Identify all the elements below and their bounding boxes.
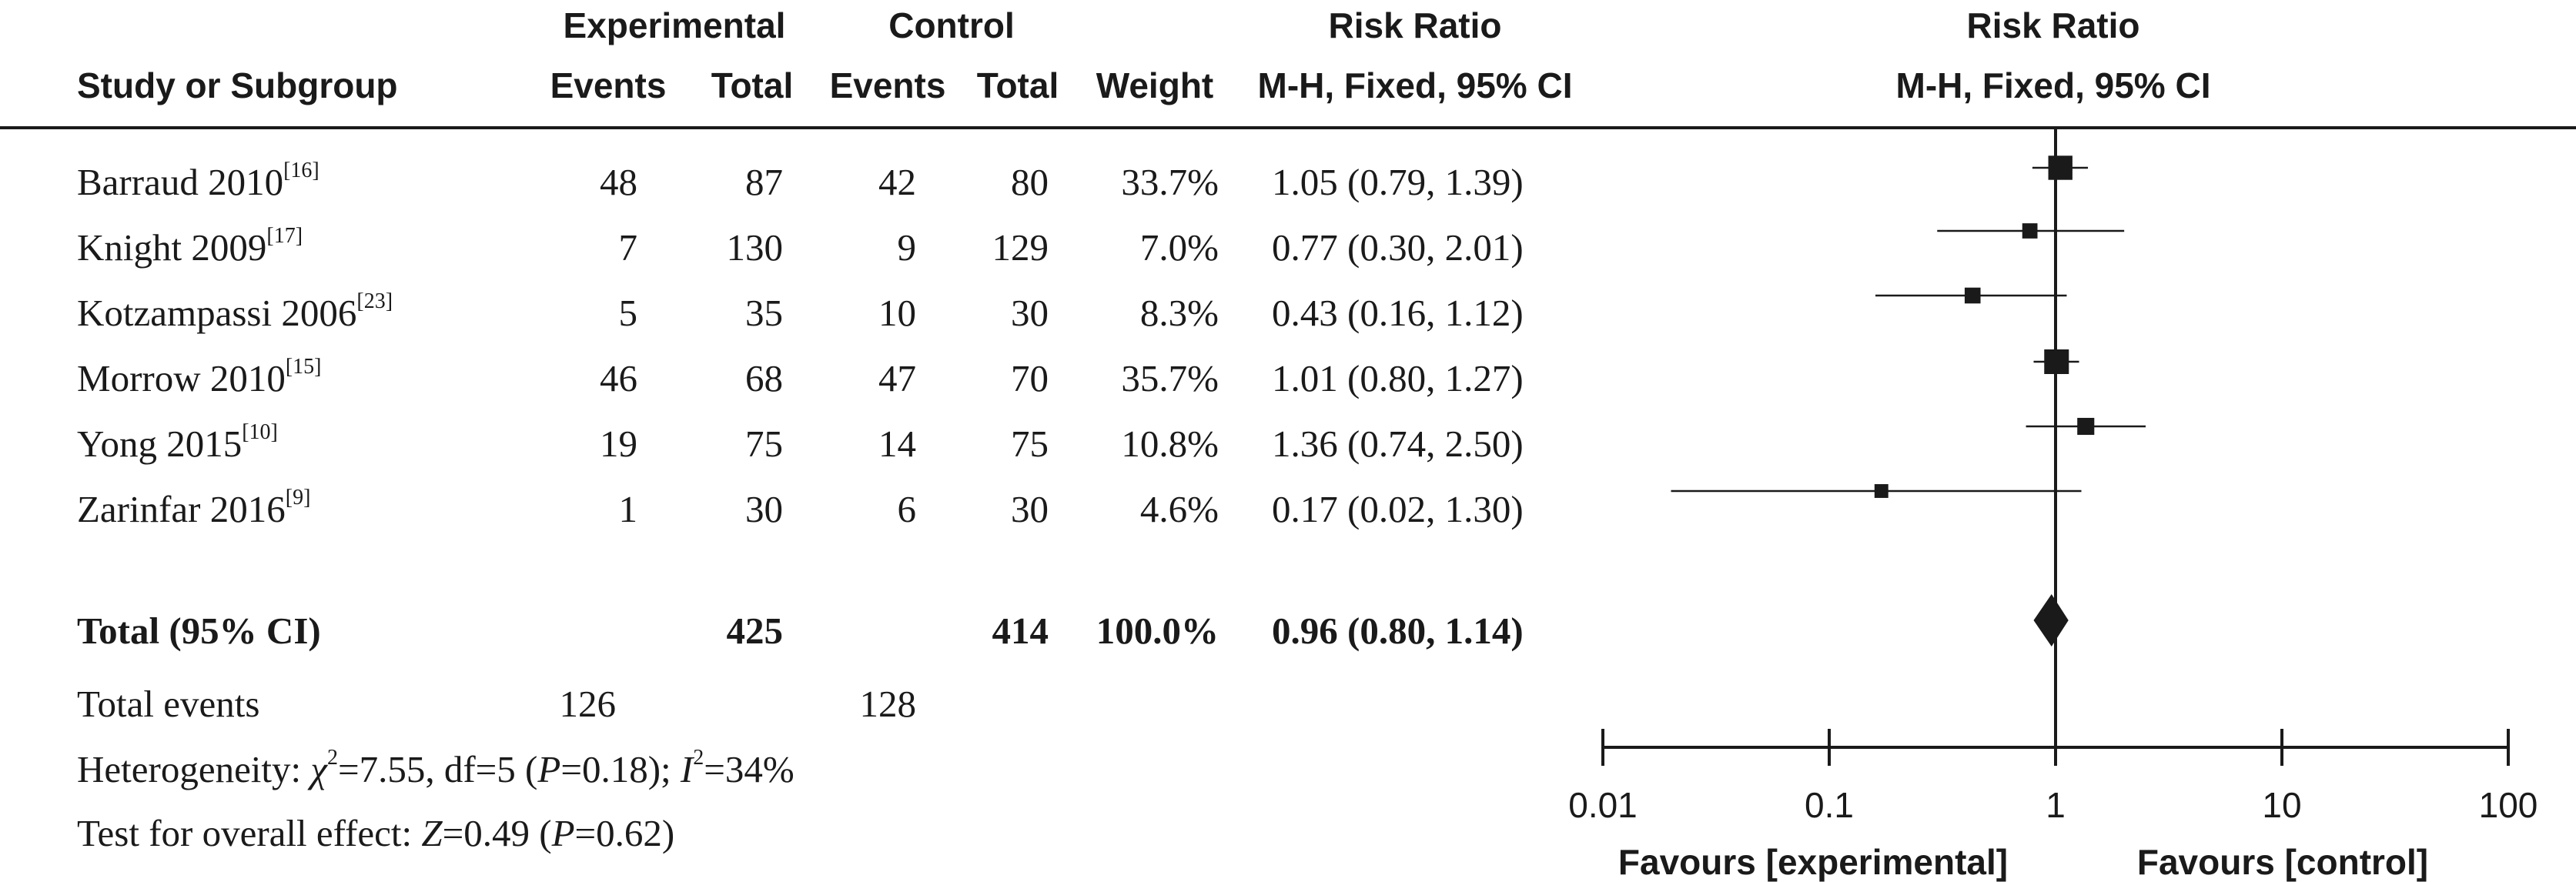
exp-total: 75: [745, 423, 783, 465]
exp-events: 5: [618, 292, 638, 334]
exp-events: 48: [600, 161, 637, 203]
header-experimental: Experimental: [563, 5, 786, 45]
point-estimate-box: [1964, 287, 1981, 304]
header-weight: Weight: [1096, 65, 1214, 105]
favours-experimental-label: Favours [experimental]: [1618, 842, 2008, 882]
header-control: Control: [888, 5, 1015, 45]
point-estimate-box: [2044, 349, 2069, 374]
exp-events: 7: [618, 226, 638, 269]
ctl-total: 80: [1011, 161, 1049, 203]
heterogeneity-text: Heterogeneity: χ2=7.55, df=5 (P=0.18); I…: [77, 746, 795, 790]
ctl-events: 9: [897, 226, 917, 269]
favours-control-label: Favours [control]: [2137, 842, 2428, 882]
study-name: Zarinfar 2016[9]: [77, 486, 311, 530]
ci-text: 0.77 (0.30, 2.01): [1272, 226, 1524, 269]
exp-total: 68: [745, 357, 783, 399]
plot-header-risk-ratio: Risk Ratio: [1966, 5, 2140, 45]
point-estimate-box: [2022, 223, 2038, 239]
overall-effect-text: Test for overall effect: Z=0.49 (P=0.62): [77, 812, 675, 854]
study-name: Barraud 2010[16]: [77, 159, 319, 203]
header-exp-events: Events: [550, 65, 667, 105]
study-name: Yong 2015[10]: [77, 420, 278, 465]
weight: 8.3%: [1139, 292, 1219, 334]
header-ctl-total: Total: [976, 65, 1059, 105]
x-tick-label: 1: [2046, 785, 2066, 825]
total-exp-total: 425: [726, 610, 784, 652]
x-tick-label: 10: [2262, 785, 2301, 825]
study-name: Morrow 2010[15]: [77, 355, 322, 399]
weight: 7.0%: [1139, 226, 1219, 269]
weight: 35.7%: [1121, 357, 1219, 399]
exp-total: 130: [726, 226, 784, 269]
total-events-label: Total events: [77, 683, 260, 725]
exp-total: 35: [745, 292, 783, 334]
total-ci-text: 0.96 (0.80, 1.14): [1272, 610, 1524, 652]
total-events-ctl: 128: [859, 683, 917, 725]
total-events-exp: 126: [559, 683, 617, 725]
plot-header-method: M-H, Fixed, 95% CI: [1895, 65, 2211, 105]
ctl-total: 30: [1011, 292, 1049, 334]
header-rule: [0, 126, 2576, 129]
weight: 10.8%: [1121, 423, 1219, 465]
weight: 33.7%: [1121, 161, 1219, 203]
ctl-events: 42: [878, 161, 916, 203]
exp-events: 1: [618, 488, 638, 530]
exp-events: 46: [600, 357, 637, 399]
total-ctl-total: 414: [992, 610, 1049, 652]
ctl-total: 75: [1011, 423, 1049, 465]
study-name: Knight 2009[17]: [77, 224, 303, 269]
ctl-events: 6: [897, 488, 917, 530]
ctl-events: 10: [878, 292, 916, 334]
weight: 4.6%: [1139, 488, 1219, 530]
header-ctl-events: Events: [829, 65, 946, 105]
ctl-events: 14: [878, 423, 916, 465]
study-name: Kotzampassi 2006[23]: [77, 289, 393, 334]
exp-total: 87: [745, 161, 783, 203]
ci-text: 0.17 (0.02, 1.30): [1272, 488, 1524, 530]
ctl-events: 47: [878, 357, 916, 399]
header-study-or-subgroup: Study or Subgroup: [77, 65, 398, 105]
point-estimate-box: [2077, 417, 2095, 436]
header-method: M-H, Fixed, 95% CI: [1257, 65, 1573, 105]
ci-text: 0.43 (0.16, 1.12): [1272, 292, 1524, 334]
point-estimate-box: [1874, 484, 1889, 498]
total-weight: 100.0%: [1096, 610, 1219, 652]
exp-total: 30: [745, 488, 783, 530]
x-tick-label: 0.01: [1568, 785, 1638, 825]
exp-events: 19: [600, 423, 637, 465]
pooled-diamond: [2033, 594, 2069, 646]
ctl-total: 70: [1011, 357, 1049, 399]
x-tick-label: 0.1: [1805, 785, 1854, 825]
ci-text: 1.05 (0.79, 1.39): [1272, 161, 1524, 203]
ctl-total: 30: [1011, 488, 1049, 530]
header-exp-total: Total: [711, 65, 794, 105]
ctl-total: 129: [992, 226, 1049, 269]
ci-text: 1.36 (0.74, 2.50): [1272, 423, 1524, 465]
x-tick-label: 100: [2479, 785, 2538, 825]
header-risk-ratio: Risk Ratio: [1328, 5, 1502, 45]
total-label: Total (95% CI): [77, 610, 321, 652]
ci-text: 1.01 (0.80, 1.27): [1272, 357, 1524, 399]
point-estimate-box: [2048, 155, 2073, 180]
